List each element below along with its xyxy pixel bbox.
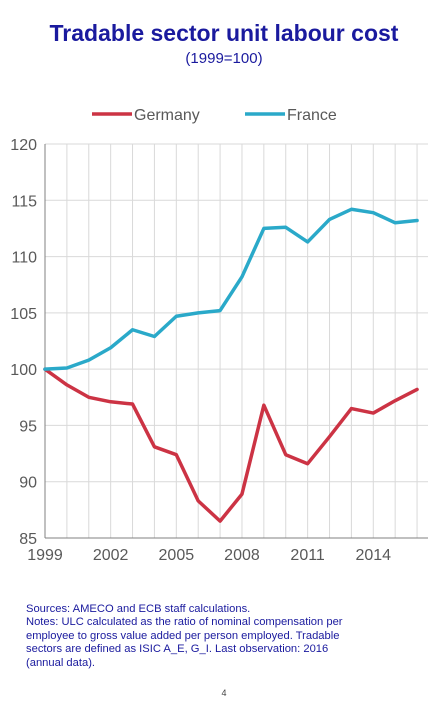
series-line-france [43, 207, 419, 371]
y-tick-label: 85 [19, 531, 37, 548]
y-tick-label: 90 [19, 475, 37, 492]
legend-label-germany: Germany [134, 107, 200, 124]
x-tick-label: 2005 [159, 547, 195, 564]
y-tick-label: 105 [10, 306, 37, 323]
x-tick-label: 2011 [290, 547, 325, 564]
chart-notes: Sources: AMECO and ECB staff calculation… [26, 603, 416, 670]
notes-line: Sources: AMECO and ECB staff calculation… [26, 603, 251, 615]
y-tick-label: 110 [11, 250, 37, 267]
y-tick-label: 115 [11, 193, 37, 210]
x-tick-label: 2008 [224, 547, 260, 564]
line-chart: 85 90 95 100 105 110 115 120 1999 2002 2005 2008 201… [10, 107, 428, 564]
y-tick-label: 95 [19, 418, 37, 435]
y-tick-label: 120 [10, 137, 37, 154]
series-line-germany [43, 367, 419, 523]
notes-line: employee to gross value added per person… [26, 629, 340, 642]
x-tick-label: 2014 [355, 547, 391, 564]
notes-line: sectors are defined as ISIC A_E, G_I. La… [26, 643, 329, 656]
x-tick-label: 2002 [93, 547, 129, 564]
page-number: 4 [221, 688, 227, 698]
legend-label-france: France [287, 107, 337, 124]
notes-line: Notes: ULC calculated as the ratio of no… [26, 616, 343, 629]
y-tick-label: 100 [10, 362, 37, 379]
notes-line: (annual data). [26, 656, 96, 669]
chart-title: Tradable sector unit labour cost [49, 20, 399, 46]
chart-subtitle: (1999=100) [185, 50, 263, 67]
x-tick-label: 1999 [27, 547, 63, 564]
